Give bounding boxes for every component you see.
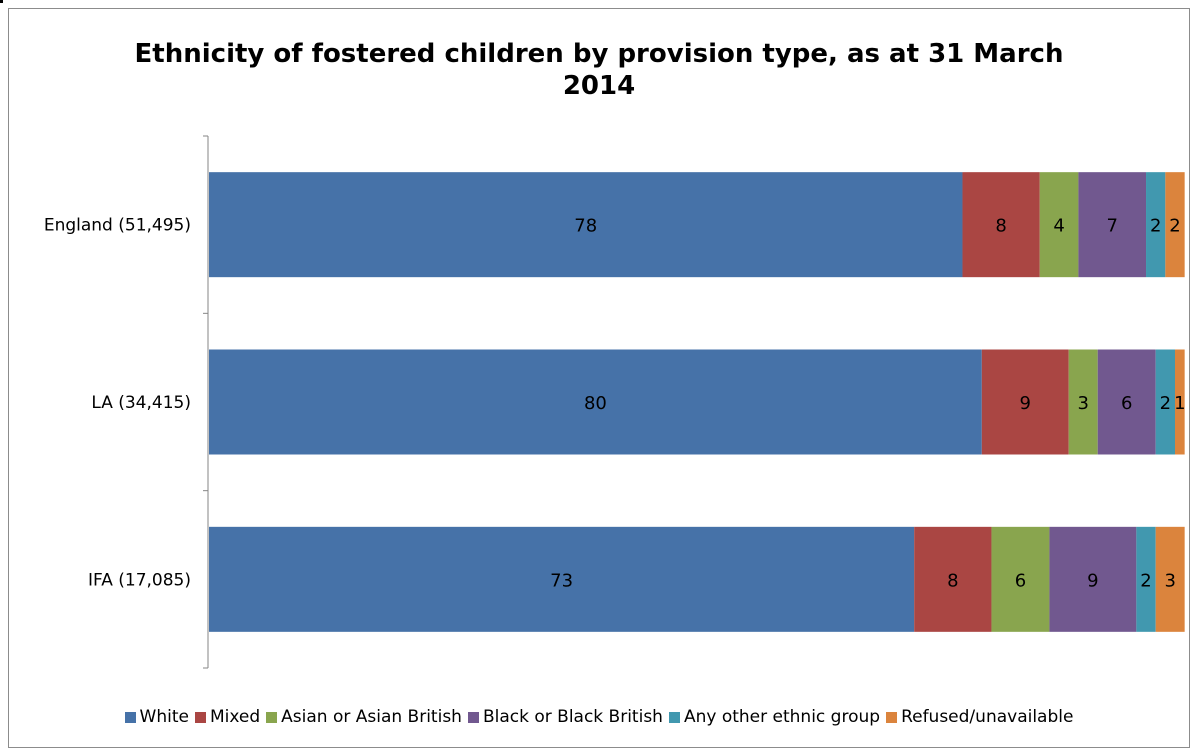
bar-segment <box>209 172 963 278</box>
legend-label: Black or Black British <box>482 707 663 727</box>
data-label: 9 <box>1087 570 1098 591</box>
bar-segment <box>1155 526 1185 632</box>
bar-segment <box>962 172 1040 278</box>
data-label: 6 <box>1121 393 1132 414</box>
chart-title: Ethnicity of fostered children by provis… <box>8 38 1190 102</box>
legend-label: Mixed <box>209 707 261 727</box>
data-label: 8 <box>947 570 958 591</box>
bar-segment <box>1136 526 1156 632</box>
data-label: 78 <box>574 216 597 237</box>
chart-title-line-2: 2014 <box>562 71 636 101</box>
legend-item: Any other ethnic group <box>668 707 881 727</box>
data-label: 6 <box>1015 570 1026 591</box>
bar-segment <box>1078 172 1147 278</box>
category-label: LA (34,415) <box>91 393 191 413</box>
data-label: 2 <box>1169 216 1180 237</box>
bar-segment <box>1097 349 1156 455</box>
bar-segment <box>991 526 1050 632</box>
bar-segment <box>981 349 1069 455</box>
data-label: 2 <box>1140 570 1151 591</box>
legend-item: Mixed <box>194 707 261 727</box>
data-label: 3 <box>1078 393 1089 414</box>
data-label: 7 <box>1106 216 1117 237</box>
data-label: 1 <box>1174 393 1185 414</box>
chart-title-line-1: Ethnicity of fostered children by provis… <box>134 39 1064 69</box>
legend-item: Refused/unavailable <box>886 707 1073 727</box>
legend-item: Asian or Asian British <box>266 707 462 727</box>
bar-segment <box>1068 349 1098 455</box>
legend-label: Any other ethnic group <box>683 707 881 727</box>
legend-label: White <box>139 707 189 727</box>
legend-swatch <box>266 711 278 723</box>
legend-swatch <box>668 711 680 723</box>
bar-segment <box>1039 172 1079 278</box>
legend-item: Black or Black British <box>467 707 663 727</box>
bar-segment <box>209 526 915 632</box>
legend-item: White <box>124 707 189 727</box>
bar-segment <box>1146 172 1166 278</box>
category-label: England (51,495) <box>44 216 191 236</box>
chart-legend: White Mixed Asian or Asian British Black or… <box>8 707 1190 727</box>
data-label: 73 <box>550 570 573 591</box>
data-label: 2 <box>1150 216 1161 237</box>
bar-segment <box>914 526 992 632</box>
bar-segment <box>1175 349 1185 455</box>
bar-segment <box>1155 349 1175 455</box>
data-label: 8 <box>995 216 1006 237</box>
bar-segment <box>209 349 982 455</box>
corner-mark <box>0 0 3 3</box>
legend-swatch <box>467 711 479 723</box>
data-label: 80 <box>584 393 607 414</box>
data-label: 9 <box>1020 393 1031 414</box>
bar-segment <box>1049 526 1137 632</box>
data-label: 4 <box>1053 216 1064 237</box>
data-label: 3 <box>1164 570 1175 591</box>
data-label: 2 <box>1160 393 1171 414</box>
legend-swatch <box>886 711 898 723</box>
bar-segment <box>1165 172 1185 278</box>
legend-swatch <box>124 711 136 723</box>
legend-label: Refused/unavailable <box>901 707 1074 727</box>
legend-label: Asian or Asian British <box>281 707 462 727</box>
legend-swatch <box>194 711 206 723</box>
category-label: IFA (17,085) <box>88 570 191 590</box>
